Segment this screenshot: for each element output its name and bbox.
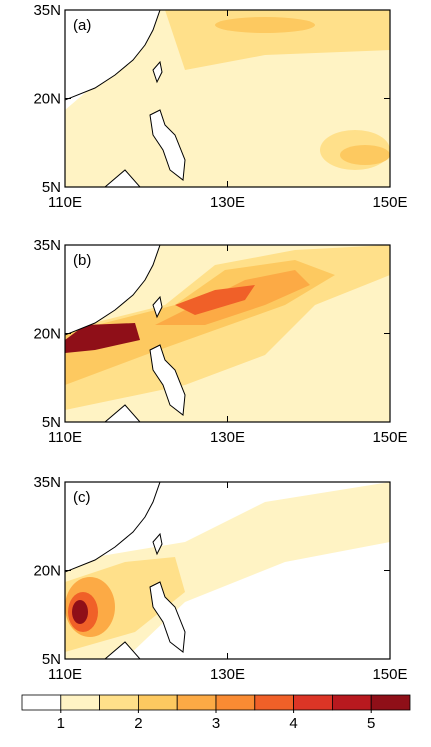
colorbar-bin xyxy=(99,694,139,711)
x-tick-label: 130E xyxy=(210,666,245,683)
map-panel: (a) 110E 130E 150E 5N 20N 35N xyxy=(33,2,407,211)
y-tick-label: 35N xyxy=(33,474,61,491)
x-tick-label: 110E xyxy=(48,429,82,446)
colorbar-label: 1 xyxy=(57,715,65,732)
y-tick-label: 5N xyxy=(42,651,61,668)
x-tick-label: 130E xyxy=(210,429,245,446)
contour xyxy=(65,10,390,187)
contour xyxy=(215,17,315,33)
y-tick-label: 20N xyxy=(33,91,61,108)
x-tick-label: 130E xyxy=(210,194,245,211)
y-tick-label: 5N xyxy=(42,179,61,196)
y-tick-label: 5N xyxy=(42,414,61,431)
x-tick-label: 150E xyxy=(372,666,407,683)
x-tick-label: 150E xyxy=(372,194,407,211)
colorbar-label: 4 xyxy=(289,715,297,732)
map-panel: (b) 110E 130E 150E 5N 20N 35N xyxy=(33,237,407,446)
colorbar-bin xyxy=(137,694,178,711)
panel-label: (c) xyxy=(73,489,91,506)
contour xyxy=(72,600,88,624)
contour xyxy=(175,285,255,315)
colorbar-label: 5 xyxy=(367,715,375,732)
y-tick-label: 20N xyxy=(33,326,61,343)
x-tick-label: 110E xyxy=(48,194,82,211)
colorbar-bin xyxy=(21,694,62,711)
colorbar-bin xyxy=(370,694,411,711)
map-panel: (c) 110E 130E 150E 5N 20N 35N xyxy=(33,474,407,683)
colorbar-bin xyxy=(215,694,256,711)
colorbar-bin xyxy=(176,694,217,711)
y-tick-label: 20N xyxy=(33,563,61,580)
colorbar-label: 2 xyxy=(134,715,142,732)
colorbar-bin xyxy=(293,694,333,711)
panel-label: (a) xyxy=(73,17,91,34)
colorbar-label: 3 xyxy=(212,715,220,732)
colorbar-bin xyxy=(60,694,100,711)
contour xyxy=(340,145,390,165)
x-tick-label: 110E xyxy=(48,666,82,683)
contour xyxy=(65,323,140,353)
colorbar-bin xyxy=(254,694,295,711)
colorbar-bin xyxy=(331,694,372,711)
y-tick-label: 35N xyxy=(33,2,61,19)
panel-label: (b) xyxy=(73,252,91,269)
colorbar: 1 2 3 4 5 xyxy=(21,694,411,732)
x-tick-label: 150E xyxy=(372,429,407,446)
y-tick-label: 35N xyxy=(33,237,61,254)
